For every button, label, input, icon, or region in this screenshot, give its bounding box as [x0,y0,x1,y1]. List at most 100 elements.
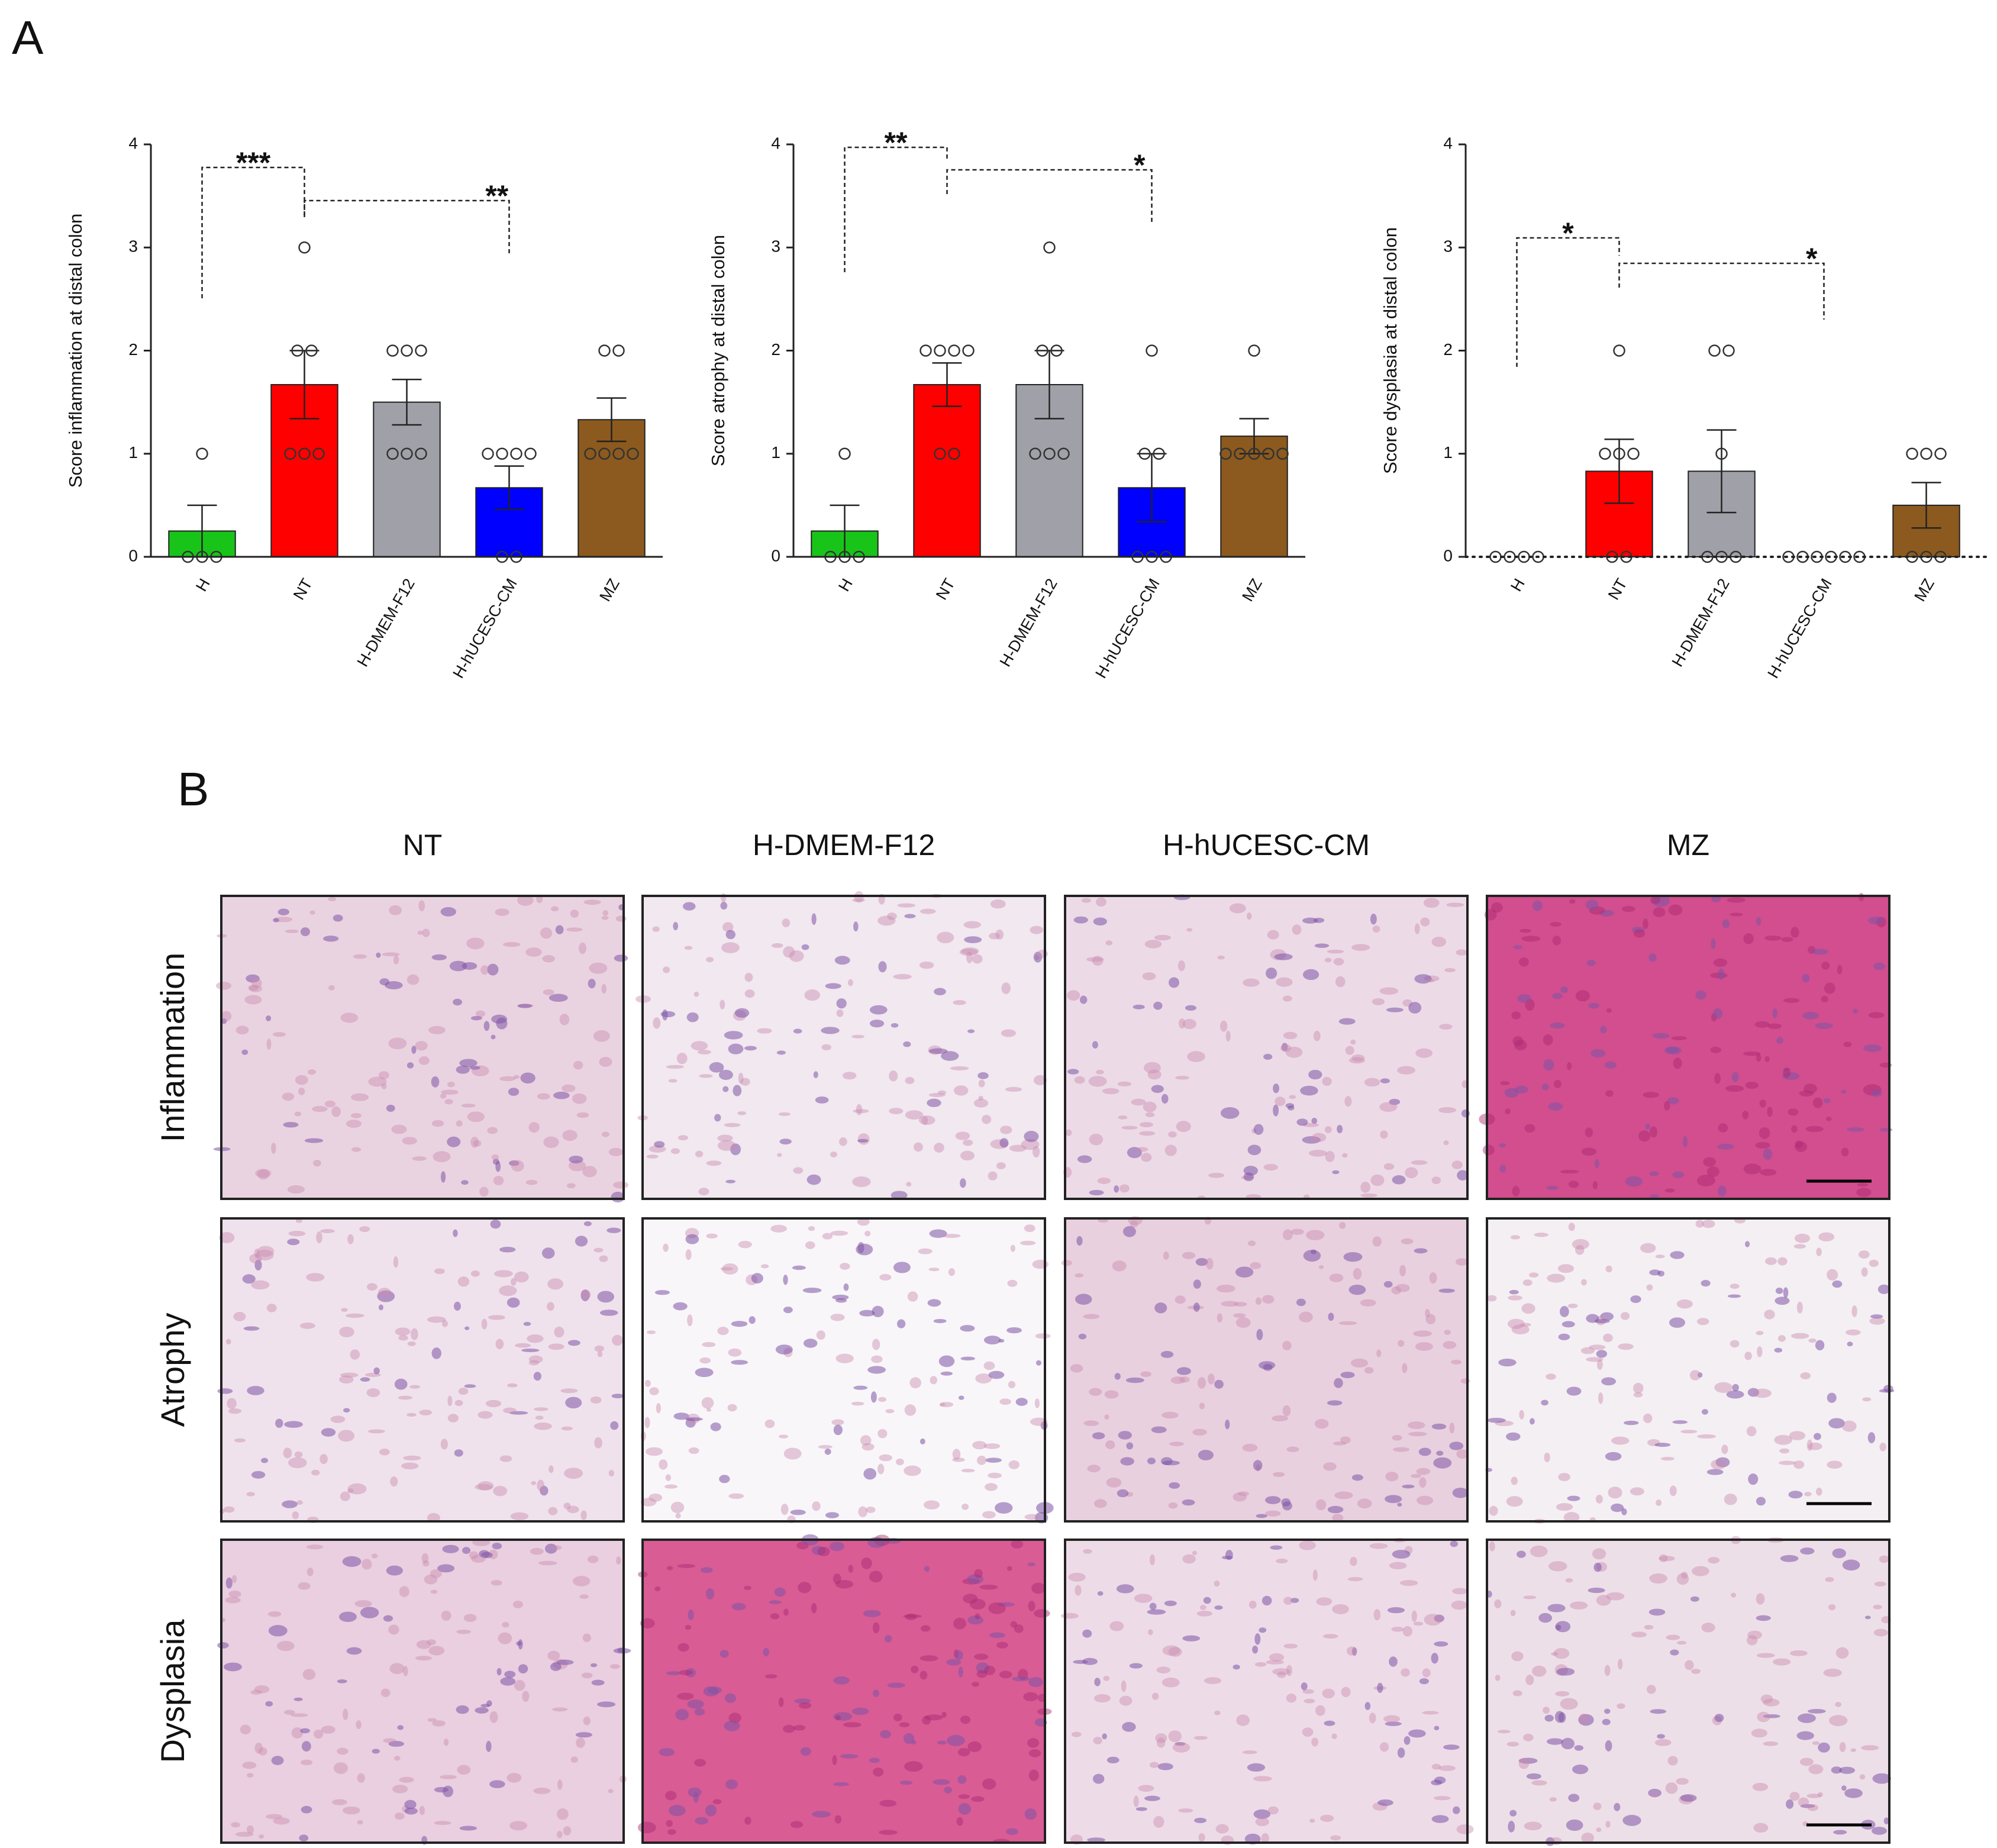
tissue-texture [457,1765,471,1775]
tissue-texture [1104,1390,1119,1399]
tissue-texture [609,1664,620,1669]
tissue-texture [1443,1140,1449,1146]
tissue-texture [1511,1324,1530,1335]
tissue-texture [1119,1184,1130,1193]
tissue-texture [877,1463,885,1475]
tissue-texture [840,1754,859,1759]
tissue-texture [1009,1144,1027,1152]
tissue-texture [763,1647,769,1657]
tissue-texture [1566,1819,1583,1831]
tissue-texture [961,947,979,955]
tissue-texture [1350,1039,1356,1045]
tissue-texture [1668,904,1683,916]
tissue-texture [1313,1030,1321,1041]
tissue-texture [1402,1484,1415,1489]
tissue-texture [957,1775,967,1784]
tissue-texture [1695,1220,1704,1228]
tissue-texture [1162,1411,1179,1419]
tissue-texture [710,1422,721,1431]
tissue-texture [879,1274,892,1281]
tissue-texture [1246,912,1252,920]
tissue-texture [266,1039,272,1050]
tissue-texture [493,1486,508,1497]
tissue-texture [1618,1343,1634,1350]
tissue-texture [1093,1694,1111,1703]
significance-bracket [1516,237,1620,367]
tissue-background [1487,1218,1889,1521]
tissue-texture [614,954,628,962]
tissue-texture [1027,1738,1040,1748]
tissue-texture [1033,1075,1047,1085]
tissue-texture [440,1775,457,1779]
tissue-texture [1309,1818,1315,1823]
tissue-texture [1870,1314,1883,1319]
tissue-texture [385,981,403,989]
x-tick-label: NT [933,576,959,603]
tissue-texture [757,1028,772,1034]
tissue-texture [547,1278,564,1290]
tissue-texture [1879,1555,1889,1563]
tissue-texture [805,1241,815,1249]
tissue-texture [1182,1635,1201,1641]
tissue-texture [656,1403,661,1414]
tissue-texture [509,1411,528,1415]
tissue-texture [866,1507,876,1513]
tissue-texture [1456,1449,1469,1459]
tissue-texture [1800,1372,1811,1380]
tissue-texture [1606,1592,1625,1601]
tissue-texture [812,1501,821,1511]
tissue-texture [1316,1597,1333,1606]
tissue-texture [1397,1747,1405,1758]
tissue-texture [1144,1795,1160,1801]
tissue-texture [1276,1559,1288,1563]
tissue-texture [953,1617,966,1630]
tissue-texture [983,1361,995,1370]
tissue-texture [1851,1305,1857,1317]
tissue-texture [376,952,381,958]
tissue-texture [1187,1051,1205,1062]
tissue-texture [368,1076,387,1087]
tissue-texture [1622,1815,1641,1826]
tissue-texture [567,1340,580,1346]
tissue-texture [441,1089,459,1095]
tissue-texture [1076,1236,1083,1246]
tissue-texture [1322,1688,1335,1699]
tissue-texture [1122,1225,1136,1237]
tissue-texture [1253,1460,1263,1471]
tissue-texture [920,1655,938,1662]
tissue-texture [1617,1659,1623,1670]
tissue-texture [514,1679,525,1691]
x-tick-label: H [192,576,214,595]
tissue-texture [1731,1072,1739,1082]
tissue-texture [1646,1284,1653,1291]
tissue-texture [1385,1495,1402,1504]
tissue-texture [301,1805,312,1814]
tissue-texture [954,1650,963,1660]
tissue-texture [567,1505,579,1514]
tissue-texture [1588,1587,1605,1594]
tissue-texture [1550,1022,1565,1029]
tissue-texture [1204,1677,1222,1684]
tissue-texture [1311,1737,1319,1747]
tissue-texture [1391,1286,1402,1295]
tissue-texture [833,1712,853,1721]
tissue-texture [1838,1766,1856,1774]
tissue-texture [511,1160,524,1172]
tissue-texture [449,960,467,972]
tissue-texture [557,1808,569,1820]
tissue-texture [1586,1314,1599,1323]
image-frame [641,1539,1046,1844]
histology-image [217,1217,625,1523]
tissue-texture [1291,1228,1304,1235]
tissue-texture [964,936,982,943]
tissue-texture [1585,899,1599,911]
tissue-texture [543,1136,559,1149]
tissue-texture [487,963,499,976]
tissue-texture [975,1613,980,1620]
tissue-texture [1460,1378,1470,1384]
tissue-texture [1028,1769,1039,1782]
tissue-texture [353,954,367,959]
tissue-texture [1179,1376,1190,1383]
tissue-texture [1347,1577,1363,1582]
image-frame [220,1217,625,1523]
